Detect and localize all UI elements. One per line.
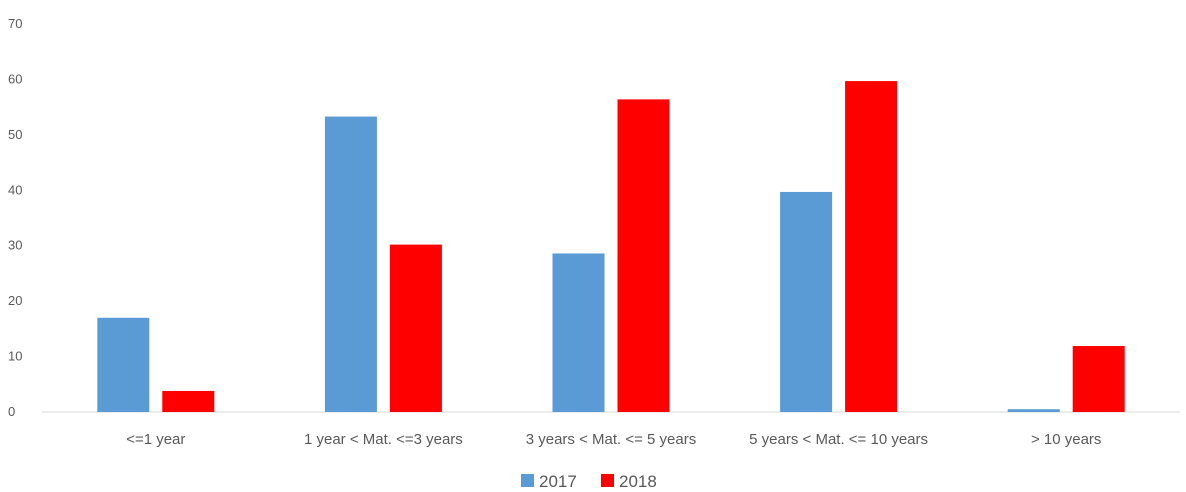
y-tick-label: 70 [8, 16, 22, 31]
y-tick-label: 0 [8, 404, 15, 419]
bar-2017-4 [1007, 409, 1060, 412]
x-category-label: <=1 year [126, 431, 185, 448]
bar-2017-2 [552, 253, 605, 412]
bar-2018-0 [162, 390, 215, 412]
x-category-label: 1 year < Mat. <=3 years [304, 431, 463, 448]
legend-label: 2017 [539, 472, 577, 491]
bar-2018-1 [389, 244, 442, 412]
bar-2017-0 [97, 317, 150, 412]
bar-2018-2 [617, 99, 670, 412]
y-tick-label: 30 [8, 238, 22, 253]
bar-2018-3 [845, 81, 898, 412]
legend-swatch-2017 [521, 474, 534, 487]
y-axis: 0 10 20 30 40 50 60 70 [8, 16, 22, 419]
x-axis: <=1 year 1 year < Mat. <=3 years 3 years <… [126, 431, 1101, 448]
bar-2018-4 [1072, 346, 1125, 412]
bar-2017-1 [324, 116, 377, 413]
bar-2017-3 [780, 191, 833, 412]
y-tick-label: 10 [8, 349, 22, 364]
legend-label: 2018 [619, 472, 657, 491]
y-tick-label: 20 [8, 293, 22, 308]
x-category-label: > 10 years [1031, 431, 1101, 448]
bars [97, 81, 1125, 413]
x-category-label: 3 years < Mat. <= 5 years [526, 431, 697, 448]
legend: 2017 2018 [521, 472, 657, 491]
y-tick-label: 60 [8, 71, 22, 86]
y-tick-label: 50 [8, 127, 22, 142]
x-category-label: 5 years < Mat. <= 10 years [749, 431, 928, 448]
y-tick-label: 40 [8, 182, 22, 197]
legend-swatch-2018 [601, 474, 614, 487]
